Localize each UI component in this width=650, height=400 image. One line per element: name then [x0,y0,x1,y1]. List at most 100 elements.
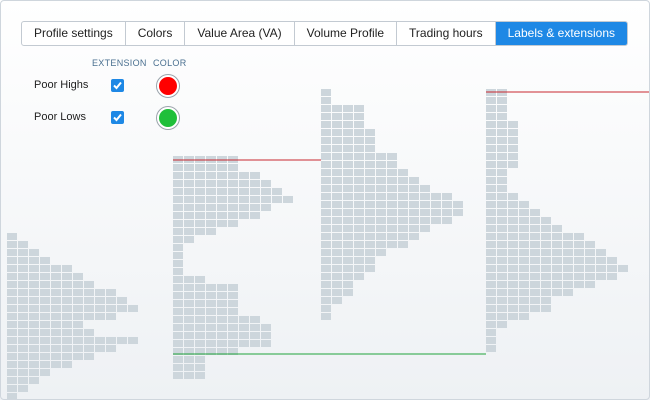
tab-colors[interactable]: Colors [126,22,186,45]
profile-block [261,188,271,195]
profile-block [250,196,260,203]
profile-block [387,217,397,224]
poor-lows-label: Poor Lows [34,111,86,123]
profile-block [206,164,216,171]
profile-block [508,129,518,136]
profile-block [343,113,353,120]
profile-block [184,340,194,347]
profile-block [486,297,496,304]
profile-block [354,185,364,192]
profile-block [18,345,28,352]
profile-block [332,265,342,272]
profile-block [173,196,183,203]
profile-block [420,185,430,192]
profile-block [128,337,138,344]
profile-block [217,204,227,211]
profile-block [541,305,551,312]
profile-block [387,193,397,200]
profile-block [18,337,28,344]
profile-block [343,137,353,144]
profile-block [508,161,518,168]
profile-block [486,153,496,160]
profile-block [51,329,61,336]
profile-block [508,273,518,280]
profile-block [321,289,331,296]
profile-block [18,289,28,296]
profile-block [354,225,364,232]
profile-block [117,297,127,304]
profile-block [51,337,61,344]
profile-block [7,377,17,384]
tab-labels-extensions[interactable]: Labels & extensions [495,22,628,45]
profile-3 [321,89,463,320]
profile-4 [486,89,628,352]
profile-block [95,345,105,352]
profile-block [508,137,518,144]
profile-block [398,185,408,192]
profile-block [106,305,116,312]
profile-block [530,265,540,272]
profile-block [552,249,562,256]
profile-block [195,316,205,323]
profile-block [486,169,496,176]
profile-block [184,372,194,379]
poor-lows-color-swatch[interactable] [156,106,180,130]
profile-block [184,284,194,291]
profile-block [73,345,83,352]
profile-block [365,217,375,224]
profile-block [18,297,28,304]
tab-value-area[interactable]: Value Area (VA) [185,22,295,45]
profile-block [574,281,584,288]
profile-block [206,348,216,355]
poor-lows-extension-checkbox[interactable] [111,111,124,124]
profile-block [486,249,496,256]
profile-block [7,393,17,399]
profile-block [398,225,408,232]
profile-block [195,300,205,307]
profile-block [228,180,238,187]
poor-highs-color-swatch[interactable] [156,74,180,98]
profile-block [541,257,551,264]
profile-block [195,196,205,203]
profile-block [332,233,342,240]
profile-block [497,313,507,320]
profile-block [206,196,216,203]
profile-block [18,265,28,272]
profile-block [51,289,61,296]
profile-block [486,273,496,280]
tab-volume-profile[interactable]: Volume Profile [295,22,398,45]
profile-block [497,257,507,264]
profile-block [332,153,342,160]
profile-block [486,201,496,208]
profile-block [18,241,28,248]
profile-block [519,297,529,304]
profile-block [206,292,216,299]
profile-block [195,324,205,331]
profile-block [29,337,39,344]
profile-block [321,305,331,312]
tab-trading-hours[interactable]: Trading hours [397,22,496,45]
poor-highs-extension-checkbox[interactable] [111,79,124,92]
profile-block [7,265,17,272]
profile-block [431,193,441,200]
profile-block [51,265,61,272]
profile-block [84,281,94,288]
profile-block [40,305,50,312]
profile-1 [7,233,138,399]
profile-block [173,220,183,227]
tab-profile-settings[interactable]: Profile settings [22,22,126,45]
profile-block [607,265,617,272]
profile-block [497,153,507,160]
profile-block [387,225,397,232]
profile-block [497,289,507,296]
profile-block [51,353,61,360]
profile-block [486,137,496,144]
profile-block [596,249,606,256]
profile-block [95,305,105,312]
profile-block [585,265,595,272]
profile-block [283,196,293,203]
profile-block [18,353,28,360]
profile-block [585,281,595,288]
profile-block [563,273,573,280]
